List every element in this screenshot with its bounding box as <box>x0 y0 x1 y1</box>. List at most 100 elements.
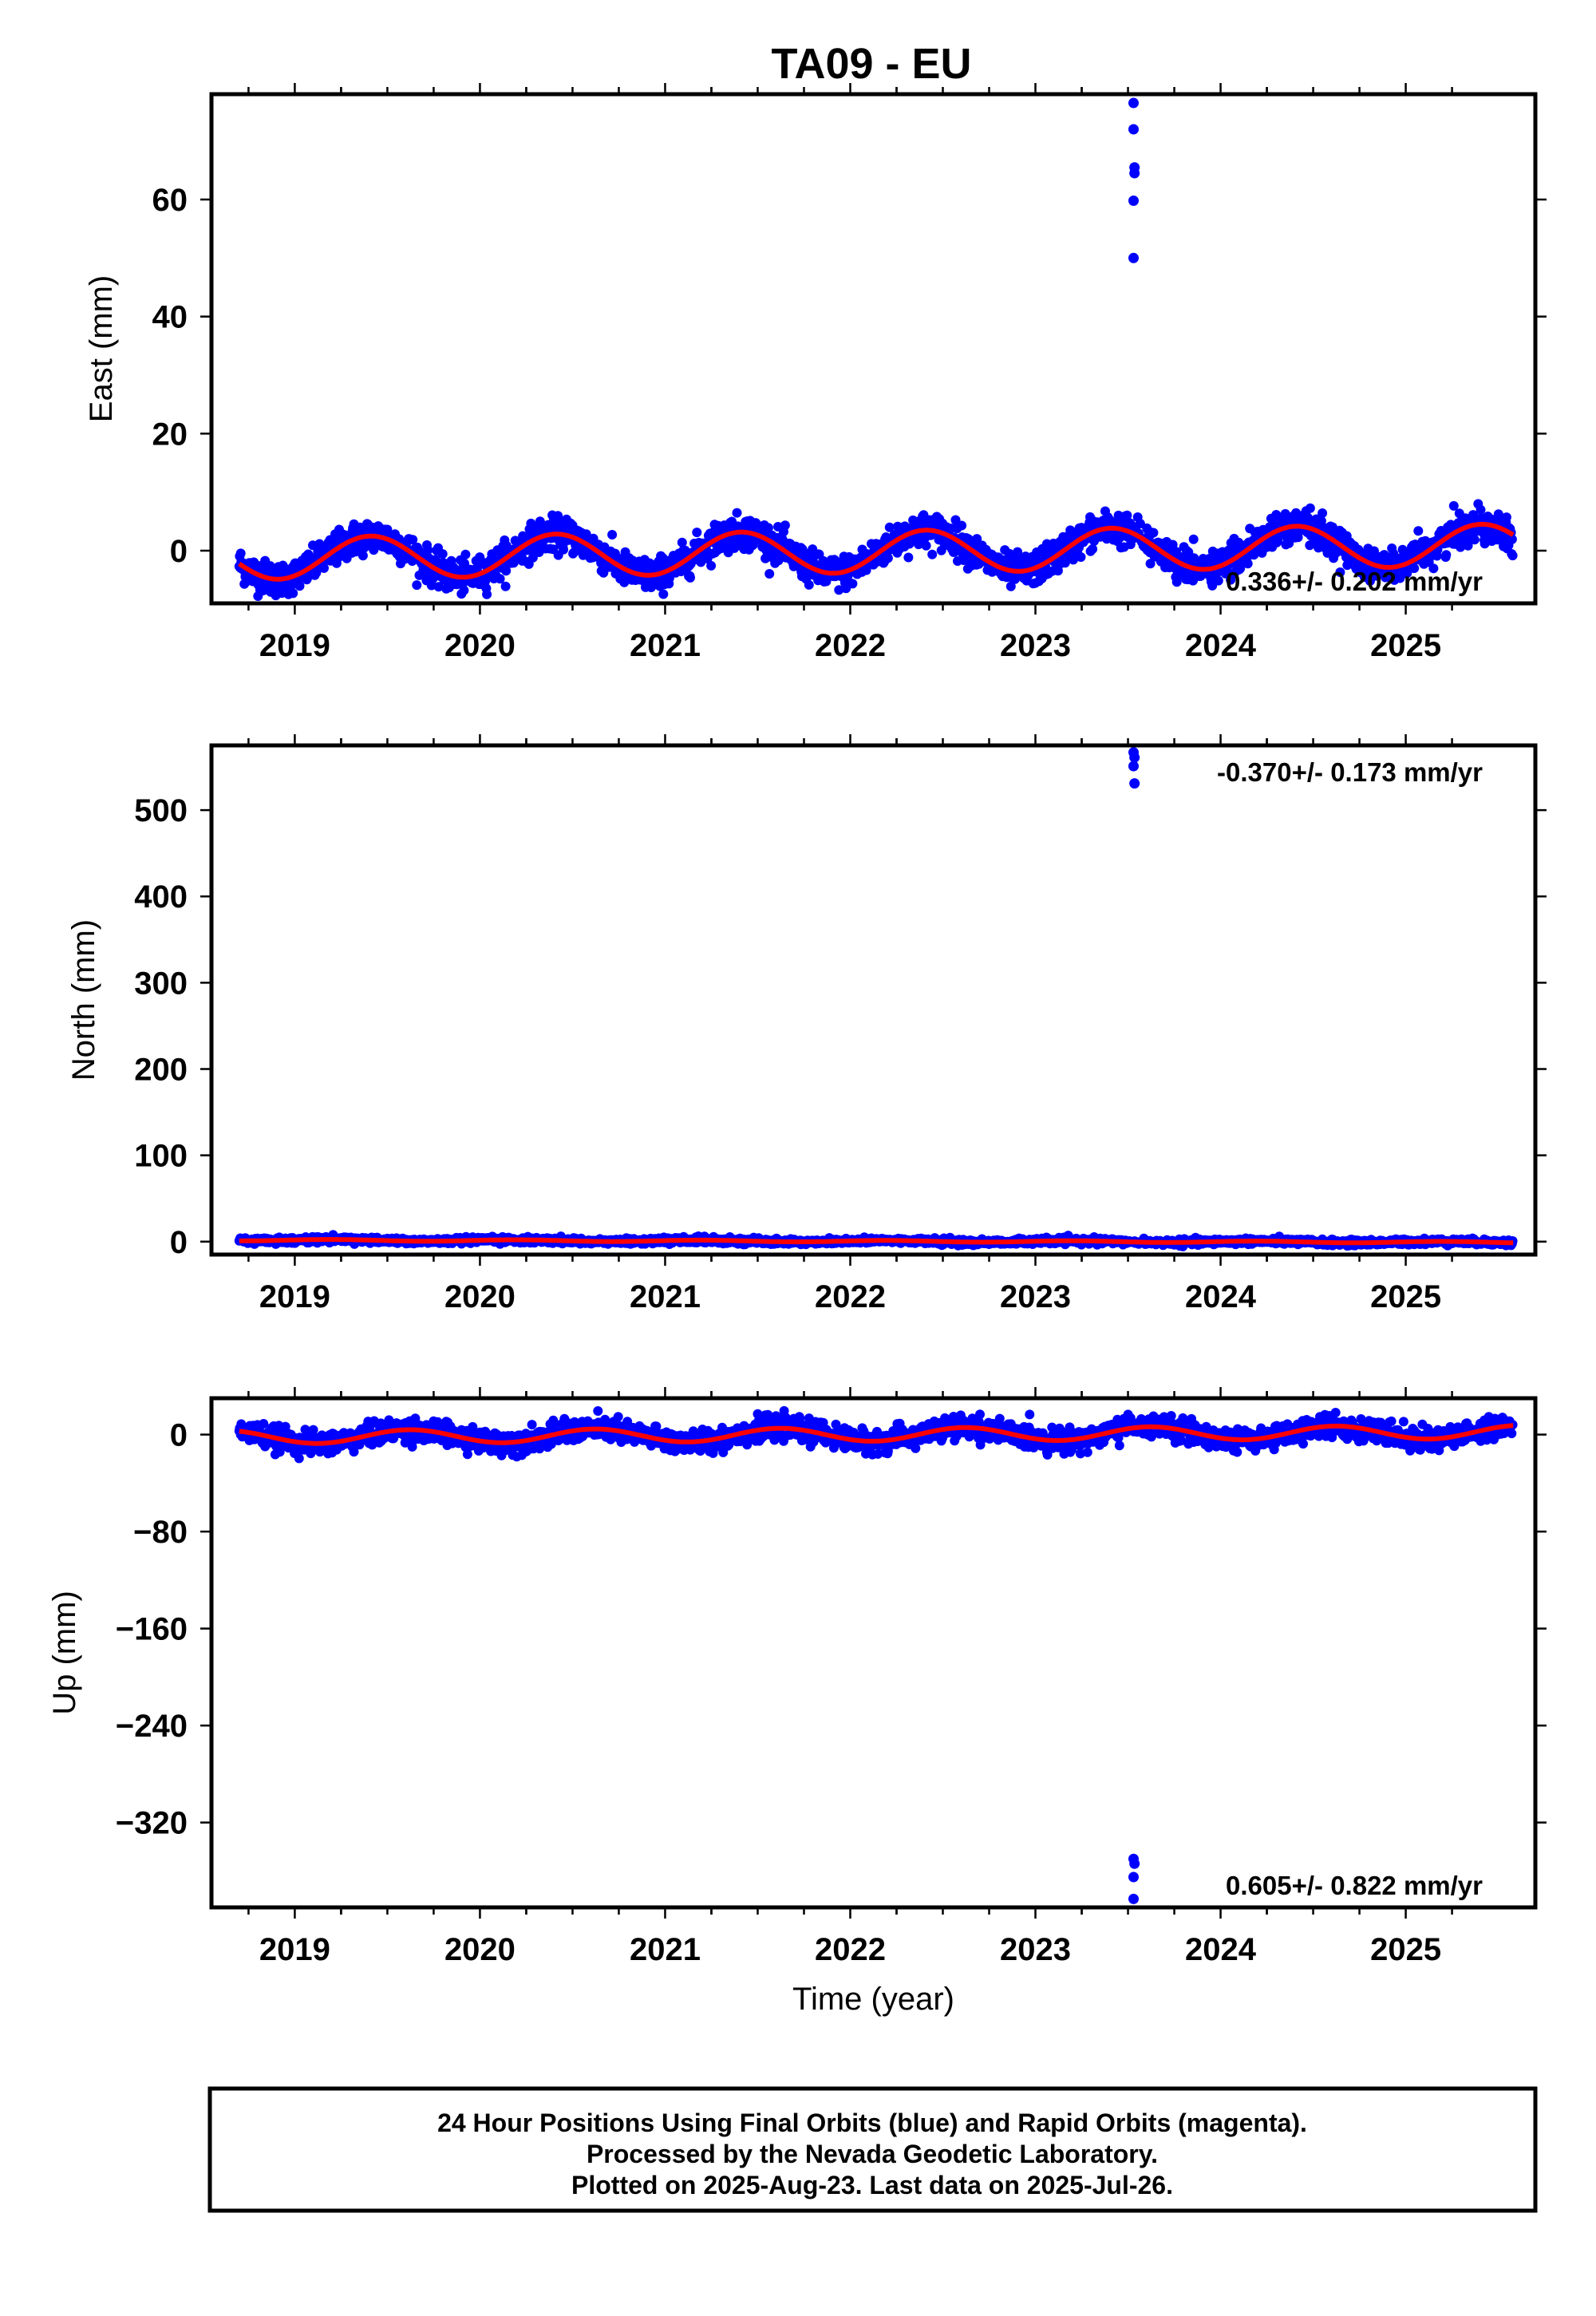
east-point <box>501 566 512 576</box>
north-ytick-label: 500 <box>134 793 188 828</box>
east-point <box>1409 563 1420 573</box>
north-ytick-label: 400 <box>134 879 188 915</box>
east-point <box>1469 535 1479 545</box>
east-point <box>535 516 545 527</box>
east-point <box>884 522 895 532</box>
north-ytick-label: 300 <box>134 966 188 1001</box>
east-point <box>1413 526 1424 536</box>
east-point <box>685 572 695 583</box>
east-point <box>677 537 687 547</box>
east-point <box>382 524 393 535</box>
north-ytick-label: 100 <box>134 1139 188 1174</box>
east-point <box>1507 551 1518 561</box>
east-point <box>559 544 569 555</box>
east-point <box>482 589 492 599</box>
east-point <box>1463 540 1473 551</box>
east-outlier-point <box>1128 252 1139 263</box>
east-point <box>1242 559 1253 569</box>
east-point <box>957 520 967 531</box>
north-xtick-label: 2024 <box>1185 1279 1257 1314</box>
north-xtick-label: 2021 <box>630 1279 701 1314</box>
chart-title: TA09 - EU <box>771 40 971 88</box>
east-ytick-label: 20 <box>152 417 188 452</box>
east-point <box>1476 504 1486 515</box>
north-ytick-label: 200 <box>134 1053 188 1088</box>
east-point <box>1213 575 1223 586</box>
east-point <box>288 588 298 599</box>
east-point <box>764 569 775 579</box>
east-frame <box>209 92 1538 606</box>
east-point <box>319 563 329 573</box>
north-points <box>234 747 1518 1251</box>
east-point <box>834 585 844 595</box>
east-point <box>903 552 914 563</box>
east-point <box>780 520 790 531</box>
east-point <box>936 545 946 555</box>
east-point <box>883 553 893 563</box>
east-point <box>459 585 469 595</box>
north-xtick-label: 2023 <box>1000 1279 1071 1314</box>
east-point <box>495 574 505 584</box>
east-point <box>729 543 740 553</box>
north-xtick-label: 2019 <box>259 1279 330 1314</box>
east-ylabel: East (mm) <box>84 275 119 422</box>
east-point <box>1284 538 1294 548</box>
north-ylabel: North (mm) <box>66 919 101 1081</box>
north-xtick-label: 2025 <box>1370 1279 1441 1314</box>
east-point <box>1335 567 1345 577</box>
east-point <box>235 548 246 559</box>
east-point <box>847 579 858 589</box>
east-xtick-label: 2025 <box>1370 628 1441 663</box>
east-point <box>1088 544 1098 554</box>
east-point <box>1501 512 1511 523</box>
north-ytick-label: 0 <box>170 1225 188 1260</box>
east-outlier-point <box>1128 196 1139 206</box>
east-point <box>1005 581 1016 591</box>
east-point <box>437 549 448 559</box>
east-point <box>763 523 773 533</box>
east-point <box>1441 550 1452 560</box>
east-point <box>1291 508 1302 518</box>
east-point <box>423 545 433 555</box>
east-xtick-label: 2022 <box>815 628 886 663</box>
east-ytick-label: 40 <box>152 300 188 335</box>
east-point <box>358 551 368 561</box>
east-point <box>1188 534 1199 544</box>
east-point <box>706 560 717 571</box>
east-point <box>732 508 742 518</box>
east-xtick-label: 2019 <box>259 628 330 663</box>
east-point <box>412 580 422 591</box>
east-xtick-label: 2020 <box>444 628 516 663</box>
east-point <box>1171 577 1182 587</box>
east-point <box>408 535 418 545</box>
east-point <box>914 539 924 550</box>
east-point <box>460 549 471 559</box>
east-point <box>433 582 444 592</box>
east-point <box>1397 544 1408 555</box>
east-xtick-label: 2021 <box>630 628 701 663</box>
east-point <box>927 549 938 559</box>
east-point <box>500 581 511 591</box>
east-point <box>1507 534 1517 544</box>
east-point <box>646 583 656 592</box>
east-ytick-label: 60 <box>152 183 188 218</box>
east-outlier-point <box>1128 97 1139 109</box>
east-model-line <box>238 521 1515 582</box>
north-xtick-label: 2020 <box>444 1279 516 1314</box>
east-point <box>921 540 931 551</box>
east-point <box>1448 500 1459 511</box>
east-ytick-label: 0 <box>170 534 188 569</box>
east-point <box>1145 559 1156 569</box>
east-point <box>1317 508 1328 518</box>
east-xtick-label: 2024 <box>1185 628 1257 663</box>
east-outlier-point <box>1129 168 1140 179</box>
east-point <box>1456 542 1466 552</box>
east-point <box>1428 563 1439 574</box>
east-outlier-point <box>1128 124 1139 135</box>
east-point <box>692 528 702 538</box>
east-rate-label: 0.336+/- 0.202 mm/yr <box>1226 567 1483 596</box>
east-point <box>1316 516 1326 526</box>
east-point <box>294 581 305 591</box>
east-panel: 2019 2020 2021 2022 2023 2024 20250204060East … <box>84 83 1547 663</box>
